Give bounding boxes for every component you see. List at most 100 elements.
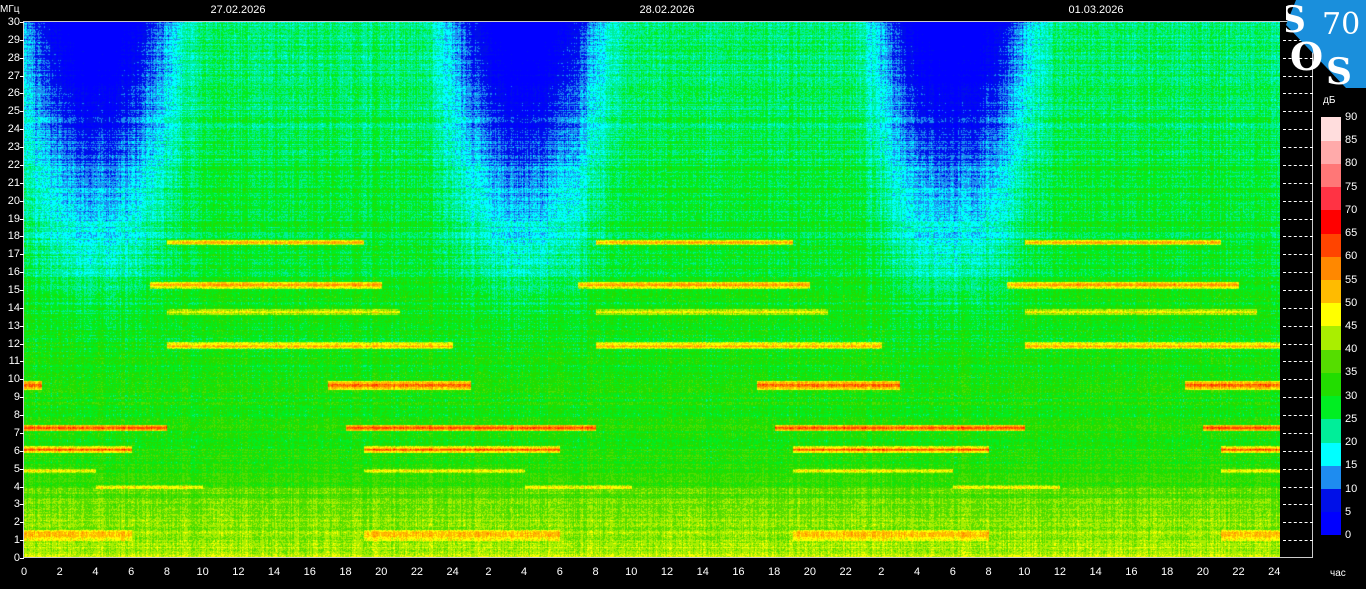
gridline <box>1283 111 1313 113</box>
sos70-logo: S 70 O S <box>1286 0 1366 88</box>
y-tick <box>20 343 24 345</box>
colorbar-swatch <box>1321 372 1341 397</box>
gridline <box>1283 415 1313 417</box>
gridline <box>1283 504 1313 506</box>
colorbar-tick-label: 60 <box>1345 250 1358 263</box>
colorbar-tick-label: 45 <box>1345 320 1358 332</box>
gridline <box>1283 540 1313 542</box>
colorbar-tick-label: 40 <box>1345 343 1358 356</box>
colorbar-swatch <box>1321 233 1341 257</box>
colorbar-swatch <box>1321 395 1341 420</box>
gridline <box>1283 486 1313 488</box>
y-tick <box>20 39 24 41</box>
x-tick-label: 0 <box>20 566 28 578</box>
y-tick <box>20 93 24 95</box>
gridline <box>1283 182 1313 184</box>
colorbar-swatch <box>1321 349 1341 373</box>
x-tick-label: 12 <box>232 566 245 578</box>
colorbar-tick-label: 50 <box>1345 296 1358 309</box>
y-tick-label: 10 <box>7 373 20 386</box>
gridline <box>1283 200 1313 202</box>
y-tick <box>20 22 24 23</box>
y-tick <box>20 200 24 202</box>
y-tick-label: 24 <box>7 123 20 136</box>
y-tick-label: 26 <box>7 87 20 100</box>
spectrogram-heatmap <box>24 22 1280 558</box>
logo-number: 70 <box>1322 7 1360 42</box>
y-tick <box>20 75 24 77</box>
logo-letter: S <box>1286 0 1306 41</box>
y-tick-label: 17 <box>7 248 20 261</box>
x-tick-label: 18 <box>339 566 352 578</box>
colorbar-swatch <box>1321 302 1341 327</box>
gridline <box>1283 164 1313 166</box>
colorbar-tick-label: 65 <box>1345 227 1358 240</box>
y-tick <box>20 111 24 113</box>
y-tick <box>20 272 24 274</box>
x-tick-label: 10 <box>1018 566 1031 578</box>
y-tick <box>20 504 24 506</box>
gridline <box>1283 432 1313 434</box>
colorbar-tick-label: 35 <box>1345 366 1358 379</box>
y-tick-label: 27 <box>7 69 20 82</box>
y-tick <box>20 450 24 452</box>
colorbar-tick-label: 85 <box>1345 134 1358 147</box>
x-tick-label: 14 <box>696 566 709 578</box>
colorbar-tick-label: 20 <box>1345 436 1358 449</box>
colorbar-tick-label: 75 <box>1345 180 1358 193</box>
colorbar-swatch <box>1321 488 1341 513</box>
y-tick-label: 14 <box>7 301 20 314</box>
y-axis-unit: МГц <box>0 4 20 15</box>
x-tick-label: 16 <box>303 566 316 578</box>
x-tick-label: 24 <box>1268 566 1281 578</box>
y-tick-label: 16 <box>7 266 20 279</box>
x-tick-label: 6 <box>949 566 956 578</box>
x-tick-label: 12 <box>660 566 674 578</box>
colorbar-swatch <box>1321 511 1341 536</box>
y-tick-label: 23 <box>7 141 20 154</box>
colorbar-swatch <box>1321 326 1341 350</box>
y-tick <box>20 558 24 559</box>
y-tick-label: 19 <box>7 212 20 225</box>
y-tick <box>20 379 24 381</box>
gridline <box>1283 522 1313 524</box>
y-tick <box>20 325 24 327</box>
y-tick-label: 9 <box>13 391 20 404</box>
x-tick-label: 16 <box>732 566 745 578</box>
x-tick-label: 10 <box>625 566 638 578</box>
x-tick-label: 2 <box>878 566 885 578</box>
y-tick <box>20 290 24 291</box>
colorbar-swatch <box>1321 442 1341 466</box>
colorbar-tick-label: 0 <box>1345 529 1352 541</box>
x-tick-label: 12 <box>1053 566 1067 578</box>
y-tick <box>20 129 24 131</box>
y-tick <box>20 307 24 309</box>
colorbar-swatch <box>1321 279 1341 304</box>
colorbar-swatch <box>1321 418 1341 443</box>
x-tick-label: 22 <box>839 566 852 578</box>
y-tick <box>20 57 24 59</box>
colorbar-tick-label: 70 <box>1345 203 1358 216</box>
colorbar-tick-label: 80 <box>1345 157 1358 170</box>
y-tick-label: 12 <box>7 337 20 350</box>
x-tick-label: 4 <box>521 566 528 578</box>
colorbar-swatch <box>1321 465 1341 490</box>
y-tick <box>20 147 24 149</box>
x-tick-label: 8 <box>163 566 170 578</box>
x-tick-label: 2 <box>56 566 63 578</box>
y-tick-label: 1 <box>13 534 20 547</box>
x-tick-label: 16 <box>1125 566 1138 578</box>
gridline <box>1283 325 1313 327</box>
y-tick-label: 4 <box>13 480 20 493</box>
colorbar-swatch <box>1321 186 1341 211</box>
x-tick-label: 6 <box>556 566 563 578</box>
gridline <box>1283 147 1313 149</box>
colorbar-swatch <box>1321 117 1341 141</box>
y-tick-label: 15 <box>7 284 20 296</box>
logo-letter: O <box>1290 34 1323 79</box>
y-tick-label: 22 <box>7 158 20 171</box>
gridline <box>1283 361 1313 363</box>
x-tick-label: 8 <box>985 566 992 578</box>
gridline <box>1283 272 1313 274</box>
gridline <box>1283 218 1313 220</box>
